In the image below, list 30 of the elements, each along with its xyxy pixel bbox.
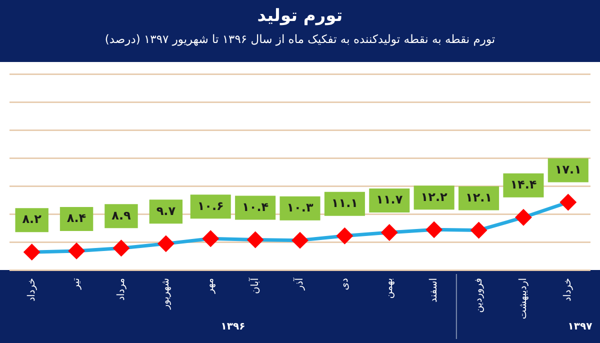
chart-subtitle: تورم نقطه به نقطه تولیدکننده به تفکیک ماه از سال ۱۳۹۶ تا شهریور ۱۳۹۷ (درصد)	[104, 32, 496, 46]
data-label: ۸.۹	[112, 208, 132, 222]
x-tick-label: شهریور	[160, 278, 172, 310]
text: ۱۳۹۷	[568, 322, 592, 333]
data-label: ۱۲.۱	[466, 190, 492, 204]
chart-title: تورم تولید	[256, 5, 344, 26]
x-tick-label: بهمن	[384, 278, 395, 299]
x-tick-label: تیر	[71, 278, 82, 290]
x-tick-label: خرداد	[26, 278, 38, 302]
x-tick-label: مهر	[205, 278, 216, 294]
data-label: ۹.۷	[156, 204, 176, 218]
x-tick-label: دی	[339, 278, 350, 290]
data-label: ۱۴.۴	[510, 177, 537, 192]
x-tick-label: خرداد	[562, 278, 574, 302]
data-label: ۱۲.۲	[420, 190, 448, 204]
data-label: ۱۱.۷	[376, 192, 404, 207]
data-label: ۸.۴	[66, 211, 86, 226]
x-tick-label: فروردین	[473, 278, 484, 313]
text: ۱۳۹۶	[220, 322, 246, 333]
data-label: ۱۰.۴	[242, 200, 269, 214]
x-tick-label: آبان	[248, 276, 261, 294]
data-label: ۱۱.۱	[331, 196, 358, 210]
data-label: ۱۰.۳	[286, 200, 314, 214]
x-tick-label: آذر	[292, 276, 306, 292]
x-tick-label: مرداد	[116, 278, 127, 301]
data-label: ۱۷.۱	[554, 162, 582, 176]
data-label: ۸.۲	[22, 212, 42, 226]
data-label: ۱۰.۶	[197, 198, 224, 213]
x-tick-label: اسفند	[428, 278, 440, 302]
x-tick-label: اردیبهشت	[518, 278, 530, 320]
